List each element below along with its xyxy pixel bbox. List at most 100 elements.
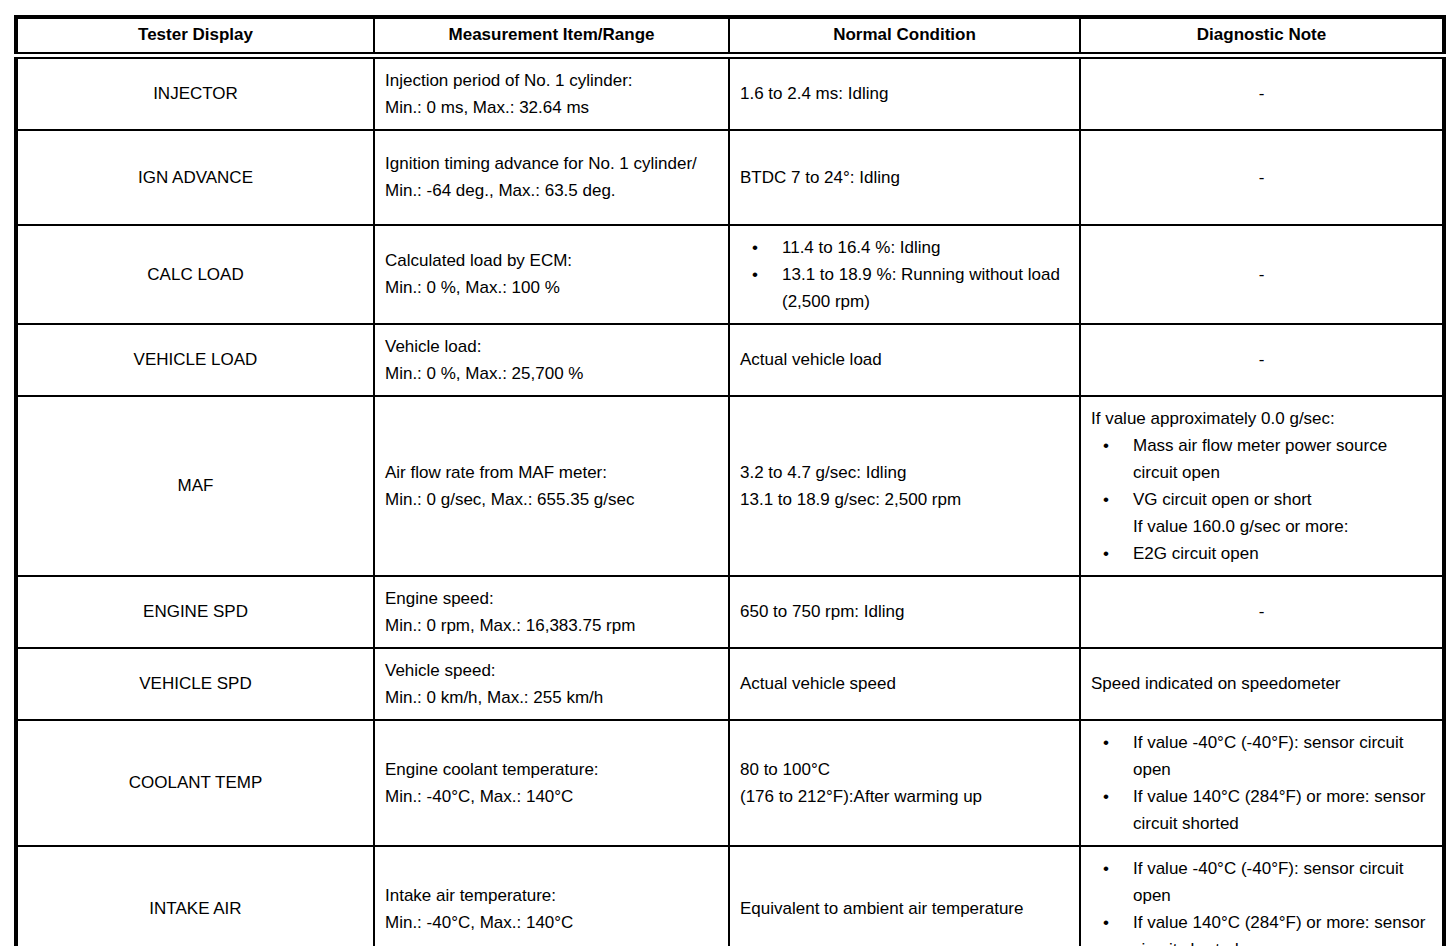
text-line: Engine coolant temperature: xyxy=(385,756,718,783)
tester-display-value: COOLANT TEMP xyxy=(129,773,263,792)
tester-display-cell: ENGINE SPD xyxy=(16,576,374,648)
tester-display-cell: IGN ADVANCE xyxy=(16,130,374,225)
measurement-cell: Calculated load by ECM:Min.: 0 %, Max.: … xyxy=(374,225,729,324)
text-line: - xyxy=(1091,598,1432,625)
text-line: - xyxy=(1091,164,1432,191)
table-row: CALC LOAD Calculated load by ECM:Min.: 0 … xyxy=(16,225,1444,324)
diagnostic-note-cell: - xyxy=(1080,576,1444,648)
column-header-tester-display: Tester Display xyxy=(16,17,374,55)
normal-condition-cell: 1.6 to 2.4 ms: Idling xyxy=(729,55,1080,130)
table-row: INTAKE AIR Intake air temperature:Min.: -… xyxy=(16,846,1444,946)
tester-display-cell: VEHICLE LOAD xyxy=(16,324,374,396)
table-row: VEHICLE SPDVehicle speed:Min.: 0 km/h, M… xyxy=(16,648,1444,720)
table-header-row: Tester Display Measurement Item/Range No… xyxy=(16,17,1444,55)
measurement-cell: Engine speed:Min.: 0 rpm, Max.: 16,383.7… xyxy=(374,576,729,648)
bullet-line: 11.4 to 16.4 %: Idling xyxy=(740,234,1069,261)
text-line: Actual vehicle load xyxy=(740,346,1069,373)
tester-display-cell: INJECTOR xyxy=(16,55,374,130)
text-line: Calculated load by ECM: xyxy=(385,247,718,274)
table-row: IGN ADVANCE Ignition timing advance for N… xyxy=(16,130,1444,225)
text-line: Speed indicated on speedometer xyxy=(1091,670,1432,697)
bullet-line: Mass air flow meter power source circuit… xyxy=(1091,432,1432,486)
bullet-line: E2G circuit open xyxy=(1091,540,1432,567)
tester-display-value: MAF xyxy=(178,476,214,495)
text-line: - xyxy=(1091,261,1432,288)
text-line: Min.: 0 ms, Max.: 32.64 ms xyxy=(385,94,718,121)
measurement-cell: Vehicle load:Min.: 0 %, Max.: 25,700 % xyxy=(374,324,729,396)
tester-display-cell: INTAKE AIR xyxy=(16,846,374,946)
diagnostic-note-cell: - xyxy=(1080,130,1444,225)
measurement-cell: Injection period of No. 1 cylinder:Min.:… xyxy=(374,55,729,130)
text-line: If value 160.0 g/sec or more: xyxy=(1091,513,1432,540)
measurement-cell: Intake air temperature:Min.: -40°C, Max.… xyxy=(374,846,729,946)
bullet-line: If value -40°C (-40°F): sensor circuit o… xyxy=(1091,729,1432,783)
text-line: Min.: 0 g/sec, Max.: 655.35 g/sec xyxy=(385,486,718,513)
text-line: (176 to 212°F):After warming up xyxy=(740,783,1069,810)
text-line: Ignition timing advance for No. 1 cylind… xyxy=(385,150,718,177)
bullet-line: If value -40°C (-40°F): sensor circuit o… xyxy=(1091,855,1432,909)
diagnostic-note-cell: If value approximately 0.0 g/sec:Mass ai… xyxy=(1080,396,1444,576)
tester-display-value: ENGINE SPD xyxy=(143,602,248,621)
table-row: VEHICLE LOAD Vehicle load:Min.: 0 %, Max.… xyxy=(16,324,1444,396)
text-line: Equivalent to ambient air temperature xyxy=(740,895,1069,922)
table-body: INJECTOR Injection period of No. 1 cylind… xyxy=(16,55,1444,946)
text-line: Intake air temperature: xyxy=(385,882,718,909)
text-line: 650 to 750 rpm: Idling xyxy=(740,598,1069,625)
table-row: COOLANT TEMP Engine coolant temperature:M… xyxy=(16,720,1444,846)
text-line: Min.: 0 rpm, Max.: 16,383.75 rpm xyxy=(385,612,718,639)
text-line: Vehicle load: xyxy=(385,333,718,360)
column-header-diagnostic-note: Diagnostic Note xyxy=(1080,17,1444,55)
table-row: ENGINE SPD Engine speed:Min.: 0 rpm, Max.… xyxy=(16,576,1444,648)
normal-condition-cell: Actual vehicle speed xyxy=(729,648,1080,720)
text-line: 80 to 100°C xyxy=(740,756,1069,783)
text-line: Air flow rate from MAF meter: xyxy=(385,459,718,486)
text-line: BTDC 7 to 24°: Idling xyxy=(740,164,1069,191)
table-row: INJECTOR Injection period of No. 1 cylind… xyxy=(16,55,1444,130)
normal-condition-cell: 11.4 to 16.4 %: Idling13.1 to 18.9 %: Ru… xyxy=(729,225,1080,324)
column-header-measurement-item-range: Measurement Item/Range xyxy=(374,17,729,55)
text-line: Actual vehicle speed xyxy=(740,670,1069,697)
diagnostic-note-cell: If value -40°C (-40°F): sensor circuit o… xyxy=(1080,846,1444,946)
text-line: - xyxy=(1091,80,1432,107)
text-line: 1.6 to 2.4 ms: Idling xyxy=(740,80,1069,107)
tester-display-value: IGN ADVANCE xyxy=(138,168,253,187)
text-line: Min.: -40°C, Max.: 140°C xyxy=(385,783,718,810)
normal-condition-cell: BTDC 7 to 24°: Idling xyxy=(729,130,1080,225)
tester-display-cell: COOLANT TEMP xyxy=(16,720,374,846)
measurement-cell: Air flow rate from MAF meter:Min.: 0 g/s… xyxy=(374,396,729,576)
tester-display-value: VEHICLE LOAD xyxy=(134,350,258,369)
text-line: 3.2 to 4.7 g/sec: Idling xyxy=(740,459,1069,486)
text-line: Injection period of No. 1 cylinder: xyxy=(385,67,718,94)
normal-condition-cell: 3.2 to 4.7 g/sec: Idling13.1 to 18.9 g/s… xyxy=(729,396,1080,576)
tester-display-value: INJECTOR xyxy=(153,84,238,103)
measurement-cell: Vehicle speed:Min.: 0 km/h, Max.: 255 km… xyxy=(374,648,729,720)
diagnostic-note-cell: If value -40°C (-40°F): sensor circuit o… xyxy=(1080,720,1444,846)
manual-page: Tester Display Measurement Item/Range No… xyxy=(0,0,1456,946)
bullet-line: If value 140°C (284°F) or more: sensor c… xyxy=(1091,909,1432,946)
column-header-normal-condition: Normal Condition xyxy=(729,17,1080,55)
text-line: Min.: -64 deg., Max.: 63.5 deg. xyxy=(385,177,718,204)
text-line: 13.1 to 18.9 g/sec: 2,500 rpm xyxy=(740,486,1069,513)
normal-condition-cell: 80 to 100°C(176 to 212°F):After warming … xyxy=(729,720,1080,846)
measurement-cell: Engine coolant temperature:Min.: -40°C, … xyxy=(374,720,729,846)
text-line: - xyxy=(1091,346,1432,373)
diagnostic-note-cell: Speed indicated on speedometer xyxy=(1080,648,1444,720)
diagnostic-note-cell: - xyxy=(1080,324,1444,396)
tester-display-cell: MAF xyxy=(16,396,374,576)
tester-display-value: CALC LOAD xyxy=(147,265,243,284)
measurement-cell: Ignition timing advance for No. 1 cylind… xyxy=(374,130,729,225)
normal-condition-cell: 650 to 750 rpm: Idling xyxy=(729,576,1080,648)
text-line: Vehicle speed: xyxy=(385,657,718,684)
tester-display-cell: CALC LOAD xyxy=(16,225,374,324)
diagnostic-note-cell: - xyxy=(1080,225,1444,324)
tester-display-cell: VEHICLE SPD xyxy=(16,648,374,720)
normal-condition-cell: Actual vehicle load xyxy=(729,324,1080,396)
table-row: MAF Air flow rate from MAF meter:Min.: 0 … xyxy=(16,396,1444,576)
tester-display-value: INTAKE AIR xyxy=(149,899,241,918)
text-line: Min.: 0 %, Max.: 100 % xyxy=(385,274,718,301)
text-line: If value approximately 0.0 g/sec: xyxy=(1091,405,1432,432)
data-table: Tester Display Measurement Item/Range No… xyxy=(14,15,1446,946)
bullet-line: VG circuit open or short xyxy=(1091,486,1432,513)
text-line: Min.: 0 km/h, Max.: 255 km/h xyxy=(385,684,718,711)
text-line: Engine speed: xyxy=(385,585,718,612)
